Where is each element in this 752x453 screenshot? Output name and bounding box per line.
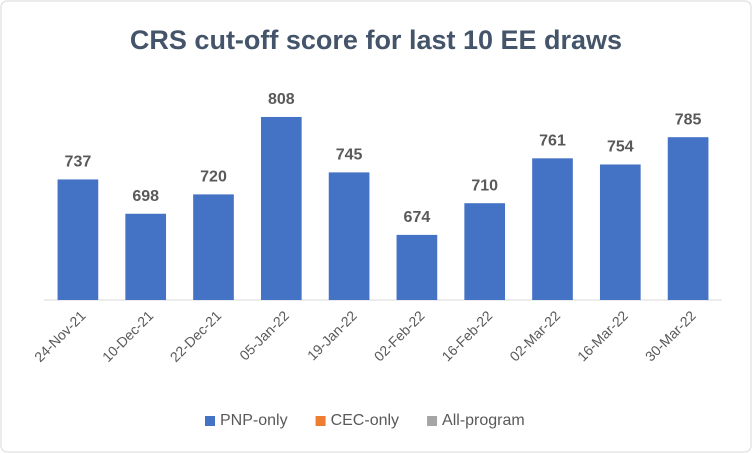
data-label: 674 — [404, 209, 431, 226]
bar — [125, 213, 167, 300]
bar — [396, 234, 438, 300]
legend-label: CEC-only — [331, 412, 399, 429]
bar — [193, 194, 234, 300]
bar — [328, 172, 370, 300]
bar — [260, 116, 302, 301]
data-label: 808 — [268, 91, 295, 108]
data-label: 710 — [471, 177, 498, 194]
chart-title: CRS cut-off score for last 10 EE draws — [130, 25, 622, 55]
legend-swatch — [427, 416, 438, 426]
legend-label: PNP-only — [220, 412, 288, 429]
data-label: 785 — [675, 111, 702, 128]
legend-swatch — [315, 416, 326, 426]
legend-label: All-program — [442, 412, 525, 429]
bar — [57, 179, 99, 300]
bar — [532, 158, 573, 300]
data-label: 761 — [539, 133, 566, 150]
bar — [599, 164, 641, 300]
bar — [667, 137, 709, 300]
data-label: 745 — [336, 147, 363, 164]
data-label: 754 — [607, 139, 634, 156]
data-label: 737 — [65, 154, 92, 171]
legend-swatch — [205, 416, 215, 426]
data-label: 698 — [132, 188, 159, 205]
bar — [464, 203, 506, 300]
data-label: 720 — [200, 169, 227, 186]
